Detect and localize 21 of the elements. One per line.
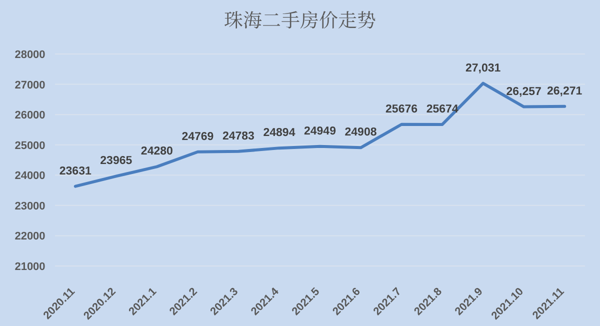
data-label: 24280 bbox=[140, 146, 173, 158]
y-tick-label: 21000 bbox=[14, 261, 46, 273]
data-label: 24894 bbox=[263, 127, 296, 140]
data-label: 23631 bbox=[59, 165, 92, 178]
data-label: 24949 bbox=[304, 125, 336, 138]
y-tick-label: 25000 bbox=[14, 140, 46, 152]
data-label: 25676 bbox=[386, 103, 418, 116]
data-label: 27,031 bbox=[465, 62, 502, 74]
y-tick-label: 22000 bbox=[14, 230, 46, 243]
data-label: 24908 bbox=[344, 126, 378, 139]
y-tick-label: 26000 bbox=[14, 110, 46, 122]
data-label: 26,257 bbox=[506, 86, 542, 98]
data-label: 23965 bbox=[100, 155, 133, 168]
y-tick-label: 27000 bbox=[14, 79, 46, 92]
data-label: 24783 bbox=[222, 130, 254, 142]
y-tick-label: 28000 bbox=[14, 49, 46, 61]
data-label: 24769 bbox=[182, 130, 214, 143]
y-tick-label: 23000 bbox=[14, 200, 46, 212]
data-label: 26,271 bbox=[547, 85, 583, 98]
y-tick-label: 24000 bbox=[14, 170, 46, 182]
chart-title: 珠海二手房价走势 bbox=[224, 6, 376, 33]
